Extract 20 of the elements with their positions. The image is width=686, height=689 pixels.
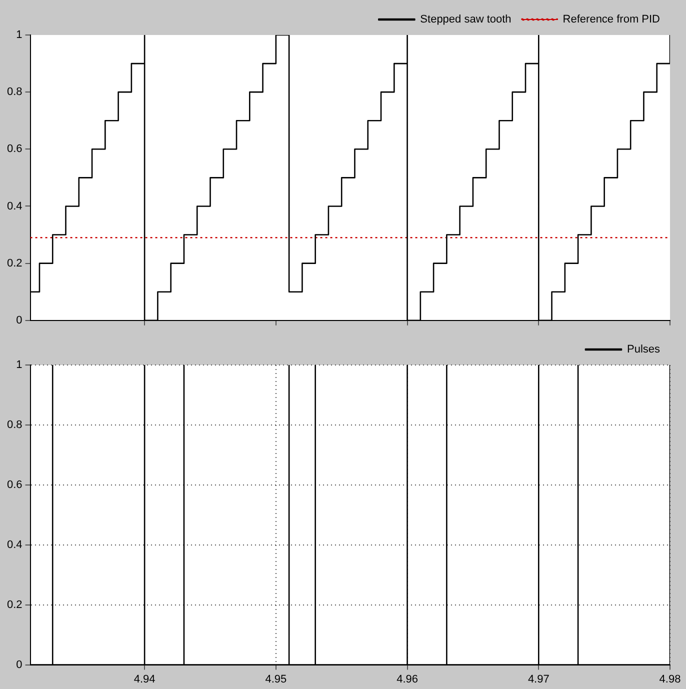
y-tick-label: 0.8 [6, 86, 22, 98]
y-tick-label: 1 [16, 29, 22, 42]
legend-label: Pulses [626, 344, 660, 356]
x-tick-label: 4.97 [528, 673, 550, 686]
y-tick-label: 1 [16, 359, 22, 372]
x-tick-label: 4.94 [134, 673, 156, 686]
x-tick-label: 4.96 [396, 673, 418, 686]
y-tick-label: 0.2 [6, 598, 22, 611]
y-tick-label: 0.6 [6, 478, 22, 491]
y-tick-label: 0.8 [6, 418, 22, 431]
y-tick-label: 0.2 [6, 257, 22, 270]
y-tick-label: 0 [16, 314, 22, 326]
x-tick-label: 4.98 [659, 673, 681, 686]
y-tick-label: 0.4 [6, 200, 22, 212]
y-tick-label: 0.6 [6, 143, 22, 156]
x-tick-label: 4.95 [265, 673, 287, 686]
legend-label: Stepped saw tooth [420, 14, 512, 26]
y-tick-label: 0.4 [6, 538, 22, 551]
y-tick-label: 0 [16, 658, 22, 671]
legend-label: Reference from PID [562, 14, 660, 26]
